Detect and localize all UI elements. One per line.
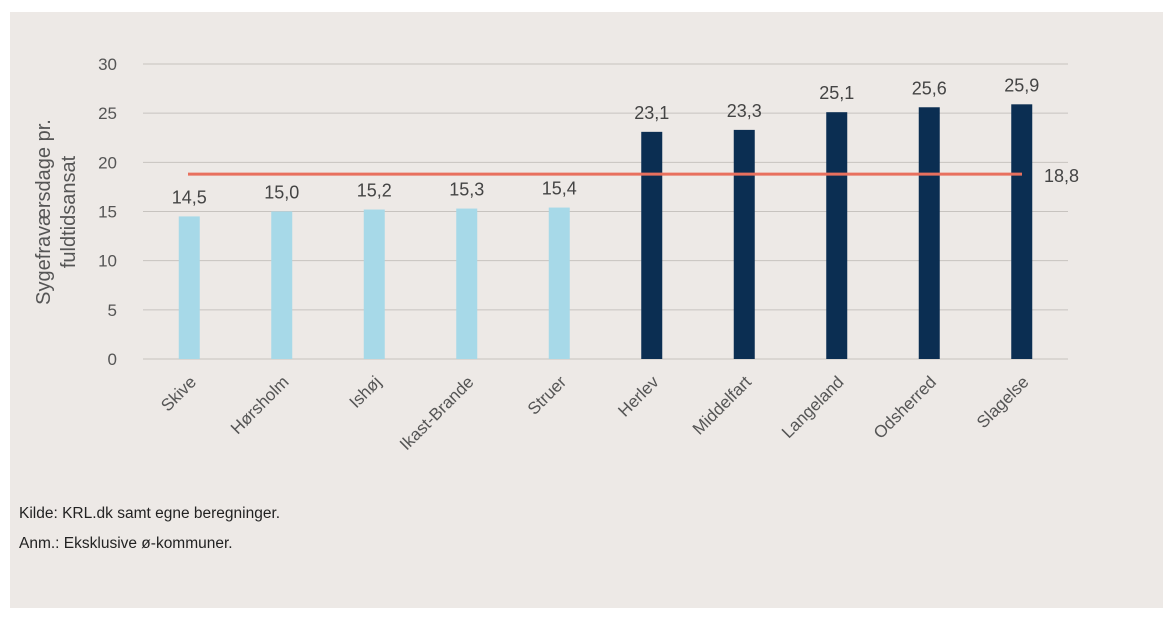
bar-value-label: 14,5	[172, 187, 207, 207]
y-tick-label: 20	[98, 153, 117, 172]
y-tick-label: 15	[98, 203, 117, 222]
x-category-label: Skive	[157, 372, 200, 415]
x-category-label: Hørsholm	[227, 372, 293, 438]
x-category-label: Ikast-Brande	[396, 372, 478, 454]
bar-value-label: 15,2	[357, 181, 392, 201]
bar	[178, 216, 200, 359]
x-category-label: Ishøj	[346, 372, 385, 411]
bar	[363, 209, 385, 359]
y-tick-label: 0	[108, 350, 117, 369]
y-tick-label: 10	[98, 252, 117, 271]
x-category-label: Middelfart	[689, 372, 755, 438]
bar	[641, 131, 663, 359]
bar-value-label: 23,3	[727, 101, 762, 121]
y-tick-label: 25	[98, 104, 117, 123]
x-category-label: Odsherred	[870, 372, 940, 442]
bar-value-label: 25,6	[912, 78, 947, 98]
bar	[733, 129, 755, 359]
x-category-label: Herlev	[614, 372, 663, 421]
bar	[918, 107, 940, 360]
bar	[548, 207, 570, 359]
bar-value-label: 15,0	[264, 183, 299, 203]
y-tick-label: 5	[108, 301, 117, 320]
bar-value-label: 25,9	[1004, 75, 1039, 95]
source-note: Kilde: KRL.dk samt egne beregninger.	[19, 505, 281, 522]
bar	[1011, 104, 1033, 359]
bar-value-label: 25,1	[819, 83, 854, 103]
x-category-label: Struer	[524, 372, 570, 418]
bar-value-label: 15,3	[449, 180, 484, 200]
y-axis-title: Sygefraværsdage pr.	[33, 119, 55, 305]
y-axis-title: fuldtidsansat	[58, 155, 80, 268]
bar	[826, 112, 848, 359]
bar-value-label: 23,1	[634, 103, 669, 123]
bar	[271, 211, 293, 359]
y-tick-label: 30	[98, 55, 117, 74]
bar-chart: 0 5 10 15 20 25 30 Sygefraværsdage pr. fuldtidsa…	[33, 55, 1079, 454]
x-category-label: Slagelse	[973, 372, 1033, 432]
x-category-label: Langeland	[778, 372, 848, 442]
average-line-label: 18,8	[1044, 166, 1079, 186]
remark-note: Anm.: Eksklusive ø-kommuner.	[19, 535, 233, 552]
bar-value-label: 15,4	[542, 179, 577, 199]
bar	[456, 208, 478, 359]
chart-panel: 0 5 10 15 20 25 30 Sygefraværsdage pr. fuldtidsa…	[10, 12, 1163, 608]
